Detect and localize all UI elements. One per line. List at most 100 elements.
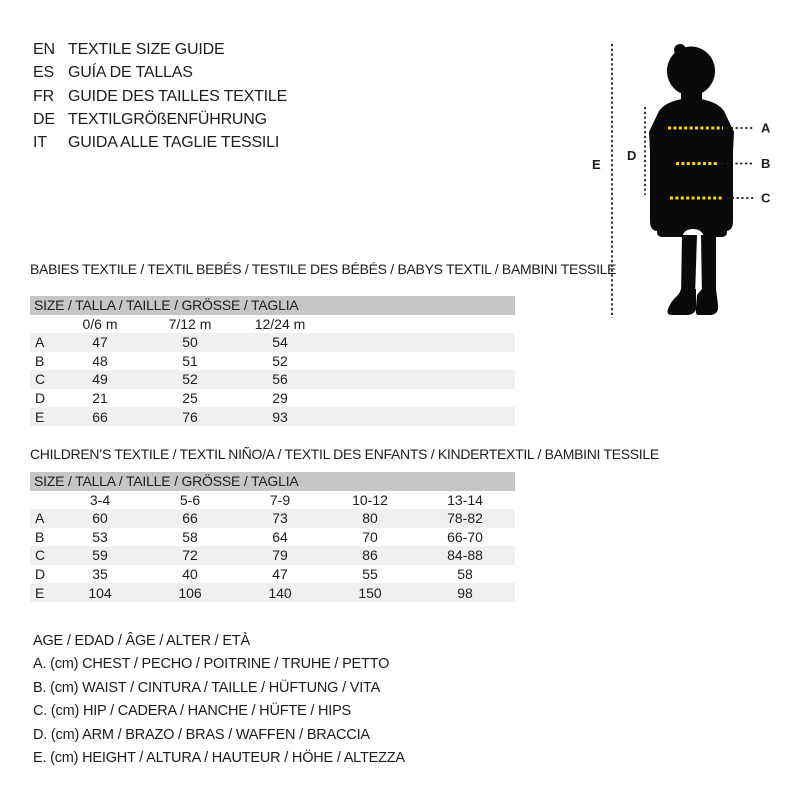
size-cell: 93 [272, 408, 288, 425]
language-title-list: EN TEXTILE SIZE GUIDE ES GUÍA DE TALLAS … [33, 38, 287, 154]
size-cell: 59 [92, 547, 108, 564]
size-cell: 35 [92, 566, 108, 583]
size-cell: 66 [182, 510, 198, 527]
size-cell: 72 [182, 547, 198, 564]
size-cell: 50 [182, 334, 198, 351]
diagram-label-e: E [592, 157, 601, 172]
size-cell: 52 [182, 371, 198, 388]
column-header: 10-12 [352, 492, 388, 508]
size-cell: 66 [92, 408, 108, 425]
legend-item-hip: C. (cm) HIP / CADERA / HANCHE / HÜFTE / … [33, 703, 352, 720]
children-section-title: CHILDREN’S TEXTILE / TEXTIL NIÑO/A / TEX… [30, 446, 659, 462]
column-header-row: 0/6 m 7/12 m 12/24 m [30, 315, 515, 333]
size-cell [415, 389, 515, 408]
size-cell: 47 [272, 566, 288, 583]
size-cell: 47 [92, 334, 108, 351]
row-label: B [35, 528, 45, 545]
column-header: 12/24 m [254, 316, 306, 332]
table-row: E 66 76 93 [30, 407, 516, 426]
child-silhouette-diagram: A B C D E [585, 35, 790, 330]
legend-item-height: E. (cm) HEIGHT / ALTURA / HAUTEUR / HÖHE… [33, 750, 405, 767]
size-cell [415, 370, 515, 389]
row-label: D [35, 566, 46, 583]
language-guide-title: GUIDE DES TAILLES TEXTILE [68, 87, 288, 105]
column-header: 3-4 [89, 492, 111, 508]
size-cell: 66-70 [447, 528, 483, 545]
size-cell: 49 [92, 371, 108, 388]
table-row: A 60 66 73 80 78-82 [30, 509, 516, 528]
size-cell: 58 [182, 528, 198, 545]
table-row: D 21 25 29 [30, 389, 515, 408]
size-cell: 55 [362, 566, 378, 583]
babies-section-title: BABIES TEXTILE / TEXTIL BEBÉS / TESTILE … [30, 261, 617, 277]
row-label: A [35, 334, 45, 351]
size-cell: 29 [272, 390, 288, 407]
language-row: DE TEXTILGRÖßENFÜHRUNG [33, 108, 287, 131]
size-cell: 78-82 [447, 510, 483, 527]
size-cell [325, 315, 415, 333]
row-label: B [35, 352, 45, 369]
size-cell: 56 [272, 371, 288, 388]
row-label: D [35, 390, 46, 407]
column-header: 0/6 m [82, 316, 118, 332]
legend-item-arm: D. (cm) ARM / BRAZO / BRAS / WAFFEN / BR… [33, 726, 370, 743]
child-silhouette [649, 44, 734, 315]
size-cell: 84-88 [447, 547, 483, 564]
size-cell: 51 [182, 352, 198, 369]
size-cell [415, 352, 515, 371]
table-row: C 49 52 56 [30, 370, 516, 389]
size-cell: 70 [362, 528, 378, 545]
table-row: B 48 51 52 [30, 352, 515, 371]
measurement-legend: AGE / EDAD / ÂGE / ALTER / ETÀ A. (cm) C… [33, 630, 405, 770]
size-cell: 86 [362, 547, 378, 564]
table-row: E 104 106 140 150 98 [30, 583, 516, 602]
table-row: A 47 50 54 [30, 333, 516, 352]
column-header-row: 3-4 5-6 7-9 10-12 13-14 [30, 491, 515, 509]
legend-item-chest: A. (cm) CHEST / PECHO / POITRINE / TRUHE… [33, 656, 390, 673]
size-cell: 104 [88, 584, 112, 601]
size-cell: 21 [92, 390, 108, 407]
size-header-bar: SIZE / TALLA / TAILLE / GRÖSSE / TAGLIA [30, 472, 516, 491]
column-header: 5-6 [179, 492, 201, 508]
row-label: C [35, 371, 46, 388]
column-header: 13-14 [447, 492, 483, 508]
babies-size-table: SIZE / TALLA / TAILLE / GRÖSSE / TAGLIA … [30, 296, 516, 426]
size-cell [325, 370, 415, 389]
language-row: IT GUIDA ALLE TAGLIE TESSILI [33, 131, 287, 154]
diagram-label-c: C [761, 191, 771, 206]
language-code: EN [33, 41, 55, 58]
size-header-label: SIZE / TALLA / TAILLE / GRÖSSE / TAGLIA [30, 472, 516, 491]
size-cell [325, 407, 415, 426]
size-cell: 25 [182, 390, 198, 407]
table-row: D 35 40 47 55 58 [30, 565, 515, 584]
language-row: ES GUÍA DE TALLAS [33, 61, 287, 84]
row-label: E [35, 584, 45, 601]
size-cell: 79 [272, 547, 288, 564]
language-code: IT [33, 134, 47, 152]
size-cell: 64 [272, 528, 288, 545]
size-cell: 52 [272, 352, 288, 369]
size-cell: 73 [272, 510, 288, 527]
size-cell: 48 [92, 352, 108, 369]
size-cell: 76 [182, 408, 198, 425]
size-cell [415, 333, 515, 352]
size-cell: 53 [92, 528, 108, 545]
diagram-label-d: D [627, 148, 636, 163]
language-code: ES [33, 64, 54, 82]
language-code: FR [33, 87, 54, 105]
language-guide-title: GUÍA DE TALLAS [68, 64, 193, 82]
size-cell [30, 491, 55, 509]
size-cell [415, 315, 515, 333]
row-label: E [35, 408, 45, 425]
size-cell: 140 [268, 584, 292, 601]
size-cell [325, 352, 415, 371]
language-row: EN TEXTILE SIZE GUIDE [33, 38, 287, 61]
language-code: DE [33, 110, 55, 128]
size-header-bar: SIZE / TALLA / TAILLE / GRÖSSE / TAGLIA [30, 296, 516, 315]
language-guide-title: GUIDA ALLE TAGLIE TESSILI [68, 134, 280, 152]
size-cell: 54 [272, 334, 288, 351]
size-cell [325, 389, 415, 408]
size-cell: 98 [457, 584, 473, 601]
size-header-label: SIZE / TALLA / TAILLE / GRÖSSE / TAGLIA [30, 296, 516, 315]
